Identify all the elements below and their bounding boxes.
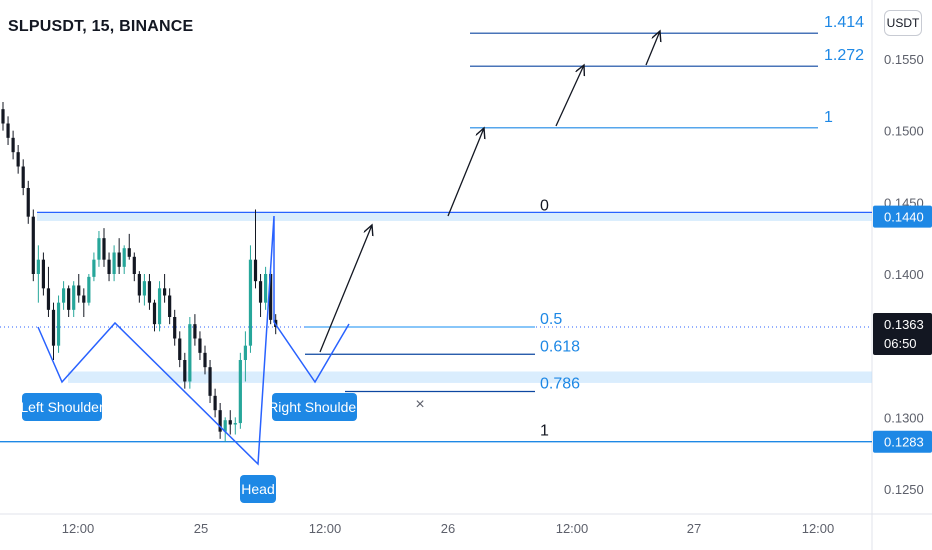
price-tag bbox=[873, 430, 932, 453]
candle-body bbox=[269, 274, 273, 320]
candle-body bbox=[87, 276, 91, 303]
projection-arrow bbox=[555, 65, 584, 127]
candle-body bbox=[6, 123, 10, 138]
annotation-box bbox=[272, 393, 357, 421]
candle-body bbox=[203, 352, 207, 368]
candle-body bbox=[51, 309, 56, 346]
candle-body bbox=[173, 317, 177, 339]
annotation-label: Left Shoulder bbox=[20, 399, 104, 415]
x-tick-label: 12:00 bbox=[309, 521, 342, 536]
candle-body bbox=[168, 295, 172, 318]
price-tag-label: 0.1283 bbox=[884, 435, 924, 450]
candle-body bbox=[127, 248, 131, 257]
fib-level-label: 0 bbox=[540, 198, 549, 215]
candle-body bbox=[46, 288, 51, 310]
candle-body bbox=[213, 395, 217, 411]
fib-level-label: 1 bbox=[824, 109, 833, 126]
candle-body bbox=[36, 259, 40, 275]
candle-body bbox=[238, 360, 242, 424]
candle-body bbox=[243, 345, 247, 361]
candle-body bbox=[82, 295, 86, 303]
candle-body bbox=[142, 281, 146, 296]
candle-body bbox=[102, 238, 106, 260]
candle-body bbox=[147, 281, 152, 303]
candle-body bbox=[1, 109, 5, 124]
fib-level-label: 1.272 bbox=[824, 47, 864, 64]
fib-level-label: 0.5 bbox=[540, 311, 562, 328]
price-tag-countdown: 06:50 bbox=[884, 336, 917, 351]
projection-arrow bbox=[645, 31, 660, 66]
candle-body bbox=[218, 410, 222, 432]
x-tick-label: 12:00 bbox=[62, 521, 95, 536]
y-tick-label: 0.1300 bbox=[884, 410, 924, 425]
candle-body bbox=[56, 302, 61, 346]
projection-arrow bbox=[319, 225, 372, 353]
candle-body bbox=[122, 248, 126, 267]
candle-body bbox=[228, 420, 232, 425]
candle-body bbox=[107, 259, 111, 275]
price-tag bbox=[873, 205, 932, 228]
candle-body bbox=[248, 259, 253, 346]
y-tick-label: 0.1550 bbox=[884, 52, 924, 67]
candle-body bbox=[253, 259, 258, 282]
candle-body bbox=[137, 274, 141, 296]
candle-body bbox=[117, 252, 121, 267]
projection-arrow bbox=[447, 128, 484, 217]
fib-level-label: 1.414 bbox=[824, 14, 864, 31]
candle-body bbox=[157, 288, 162, 325]
candle-body bbox=[223, 420, 227, 432]
candle-body bbox=[21, 166, 25, 189]
currency-unit-button[interactable]: USDT bbox=[884, 10, 922, 36]
candle-body bbox=[233, 423, 237, 425]
fib-level-label: 0.786 bbox=[540, 376, 580, 393]
resistance-zone bbox=[37, 212, 872, 221]
candle-body bbox=[97, 238, 101, 260]
candle-body bbox=[26, 188, 30, 217]
candle-body bbox=[112, 252, 116, 275]
annotation-box bbox=[240, 475, 276, 503]
head-and-shoulders-pattern bbox=[37, 215, 350, 466]
candle-body bbox=[193, 324, 197, 339]
x-tick-label: 12:00 bbox=[556, 521, 589, 536]
price-tag bbox=[873, 313, 932, 356]
candle-body bbox=[264, 274, 268, 303]
symbol-title: SLPUSDT, 15, BINANCE bbox=[8, 18, 194, 35]
candle-body bbox=[72, 285, 76, 310]
x-tick-label: 12:00 bbox=[802, 521, 835, 536]
annotation-label: Head bbox=[241, 481, 274, 497]
candle-body bbox=[152, 302, 157, 325]
annotation-label: Right Shoulder bbox=[268, 399, 361, 415]
x-tick-label: 25 bbox=[194, 521, 208, 536]
fib-level-label: 0.618 bbox=[540, 338, 580, 355]
price-tag-label: 0.1440 bbox=[884, 210, 924, 225]
candle-body bbox=[31, 216, 35, 275]
candle-body bbox=[258, 281, 263, 303]
candle-body bbox=[92, 259, 96, 277]
candle-body bbox=[67, 288, 71, 310]
support-zone bbox=[68, 371, 872, 383]
fib-level-label: 1 bbox=[540, 423, 549, 440]
candle-body bbox=[62, 288, 66, 303]
candle-body bbox=[11, 137, 15, 153]
candle-body bbox=[208, 367, 212, 396]
candle-body bbox=[188, 324, 192, 382]
candle-body bbox=[132, 256, 136, 275]
x-tick-label: 26 bbox=[441, 521, 455, 536]
candle-body bbox=[163, 288, 167, 296]
cross-marker: × bbox=[415, 396, 424, 413]
y-tick-label: 0.1400 bbox=[884, 267, 924, 282]
candle-body bbox=[178, 338, 182, 361]
candle-body bbox=[198, 338, 202, 353]
x-tick-label: 27 bbox=[687, 521, 701, 536]
candle-body bbox=[183, 360, 187, 382]
price-tag-label: 0.1363 bbox=[884, 317, 924, 332]
annotation-box bbox=[22, 393, 102, 421]
candle-body bbox=[41, 259, 45, 289]
y-tick-label: 0.1250 bbox=[884, 482, 924, 497]
y-tick-label: 0.1500 bbox=[884, 124, 924, 139]
candle-body bbox=[77, 285, 81, 296]
candle-body bbox=[16, 152, 20, 167]
